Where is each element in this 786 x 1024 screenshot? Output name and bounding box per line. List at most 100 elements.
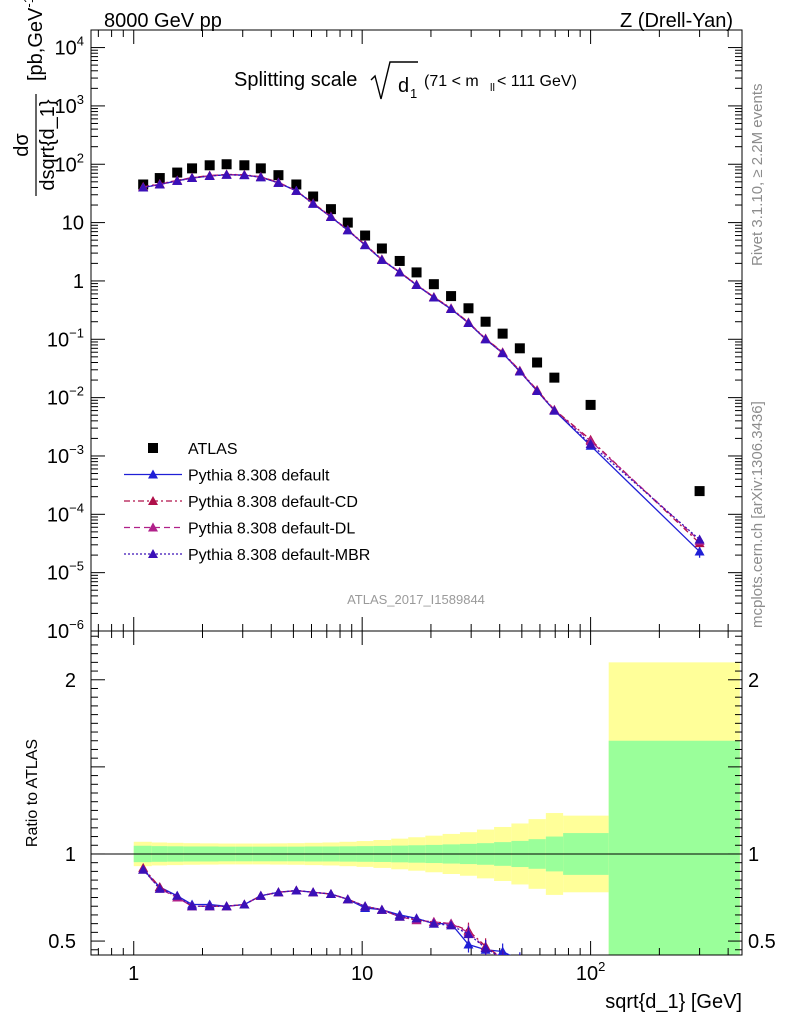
atlas-point [428,279,439,290]
ratio-default-point [463,939,474,949]
mbr-point [446,304,457,314]
legend-label-dl: Pythia 8.308 default-DL [188,521,355,538]
mbr-point [255,172,266,182]
ratio-series-default [138,864,521,955]
legend-marker-dl [148,522,158,532]
atlas-point [221,159,232,170]
legend-marker-mbr [148,549,158,558]
atlas-point [172,167,183,178]
mbr-point [154,179,165,189]
atlas-point [255,163,266,174]
ratio-y-tick-label-left: 0.5 [48,931,76,953]
x-tick-label: 1 [128,963,139,985]
legend-item-cd: Pythia 8.308 default-CD [124,494,358,511]
ratio-dl-point [515,959,525,968]
ratio-mbr-point [172,890,183,900]
series-mbr [138,169,705,544]
ratio-mbr-point [446,920,457,930]
y-tick-label: 10−6 [47,617,84,643]
ratio-mbr-point [138,864,149,874]
plot-title: Splitting scale d 1 (71 < m ll < 111 GeV… [234,61,577,101]
svg-text:d: d [398,75,409,97]
series-dl [138,169,705,545]
mbr-point [325,211,336,221]
mbr-point [187,173,198,183]
mbr-point [342,225,353,235]
title-variable: d [398,75,409,97]
atlas-point [549,372,560,383]
ratio-mbr-point [154,883,165,893]
ratio-mbr-point [221,901,232,911]
ratio-mbr-point [187,901,198,911]
uncertainty-bands [133,662,740,955]
title-text: Splitting scale [234,69,357,91]
ylabel-unit: [pb,GeV-1] [21,0,47,81]
mbr-point [172,175,183,185]
ratio-mbr-point [394,911,405,921]
legend-item-mbr: Pythia 8.308 default-MBR [124,547,370,564]
mbr-point [239,170,250,180]
ratio-mbr-point [463,929,474,939]
mbr-point [204,170,215,180]
y-tick-label: 10−2 [47,384,84,410]
default-point [694,546,705,556]
atlas-point [376,243,387,254]
mbr-point [308,198,319,208]
ratio-y-tick-label-right: 2 [748,670,759,692]
ratio-cd-point [515,959,525,968]
title-range-post: < 111 GeV) [497,73,577,90]
legend-item-atlas: ATLAS [148,441,238,458]
svg-text:(71 < m: (71 < m [424,73,479,90]
ratio-mbr-point [376,904,387,914]
atlas-point [532,357,543,368]
legend-marker-cd [148,496,158,505]
ratio-series-dl [138,864,525,968]
mbr-point [138,182,149,192]
dl-line [143,173,701,542]
atlas-point [446,291,457,302]
atlas-point [585,399,596,410]
svg-text:1: 1 [410,86,417,101]
mbr-point [291,185,302,195]
atlas-point [480,316,491,327]
ratio-dl-line [142,869,499,955]
ratio-mbr-line [142,869,499,955]
ratio-mbr-point [360,901,371,911]
atlas-point [342,217,353,228]
mbr-point [221,169,232,179]
y-tick-label: 104 [55,34,84,60]
svg-text:Splitting scale: Splitting scale [234,69,357,91]
atlas-point [514,343,525,354]
series-cd [138,169,705,548]
ratio-mbr-point [480,943,491,953]
ratio-plot-series [138,862,525,968]
legend-marker-default [148,469,158,479]
sqrt-symbol [370,61,418,100]
atlas-point [204,160,215,171]
ratio-mbr-point [411,913,422,923]
atlas-point [308,191,319,202]
svg-text:ll: ll [490,82,495,94]
mbr-point [532,385,543,395]
source-label: mcplots.cern.ch [arXiv:1306.3436] [749,401,766,628]
mbr-point [394,267,405,277]
legend-marker-atlas [148,443,158,453]
mbr-point [428,292,439,302]
ratio-mbr-point [273,887,284,897]
atlas-point [154,173,165,184]
atlas-point [291,179,302,190]
ratio-y-tick-label-left: 2 [65,670,76,692]
ratio-y-tick-label-right: 1 [748,844,759,866]
axis-ticks [91,29,742,955]
ratio-mbr-point [255,890,266,900]
ratio-mbr-point [428,918,439,928]
ratio-y-tick-label-right: 0.5 [748,931,776,953]
analysis-watermark: ATLAS_2017_I1589844 [347,592,485,607]
y-tick-label: 1 [73,271,84,293]
ratio-y-tick-labels: 0.5 0.5 1 1 2 2 [48,670,776,953]
atlas-point [239,160,250,171]
atlas-point [325,204,336,215]
atlas-point [694,486,705,497]
y-tick-label: 10−4 [47,500,84,526]
